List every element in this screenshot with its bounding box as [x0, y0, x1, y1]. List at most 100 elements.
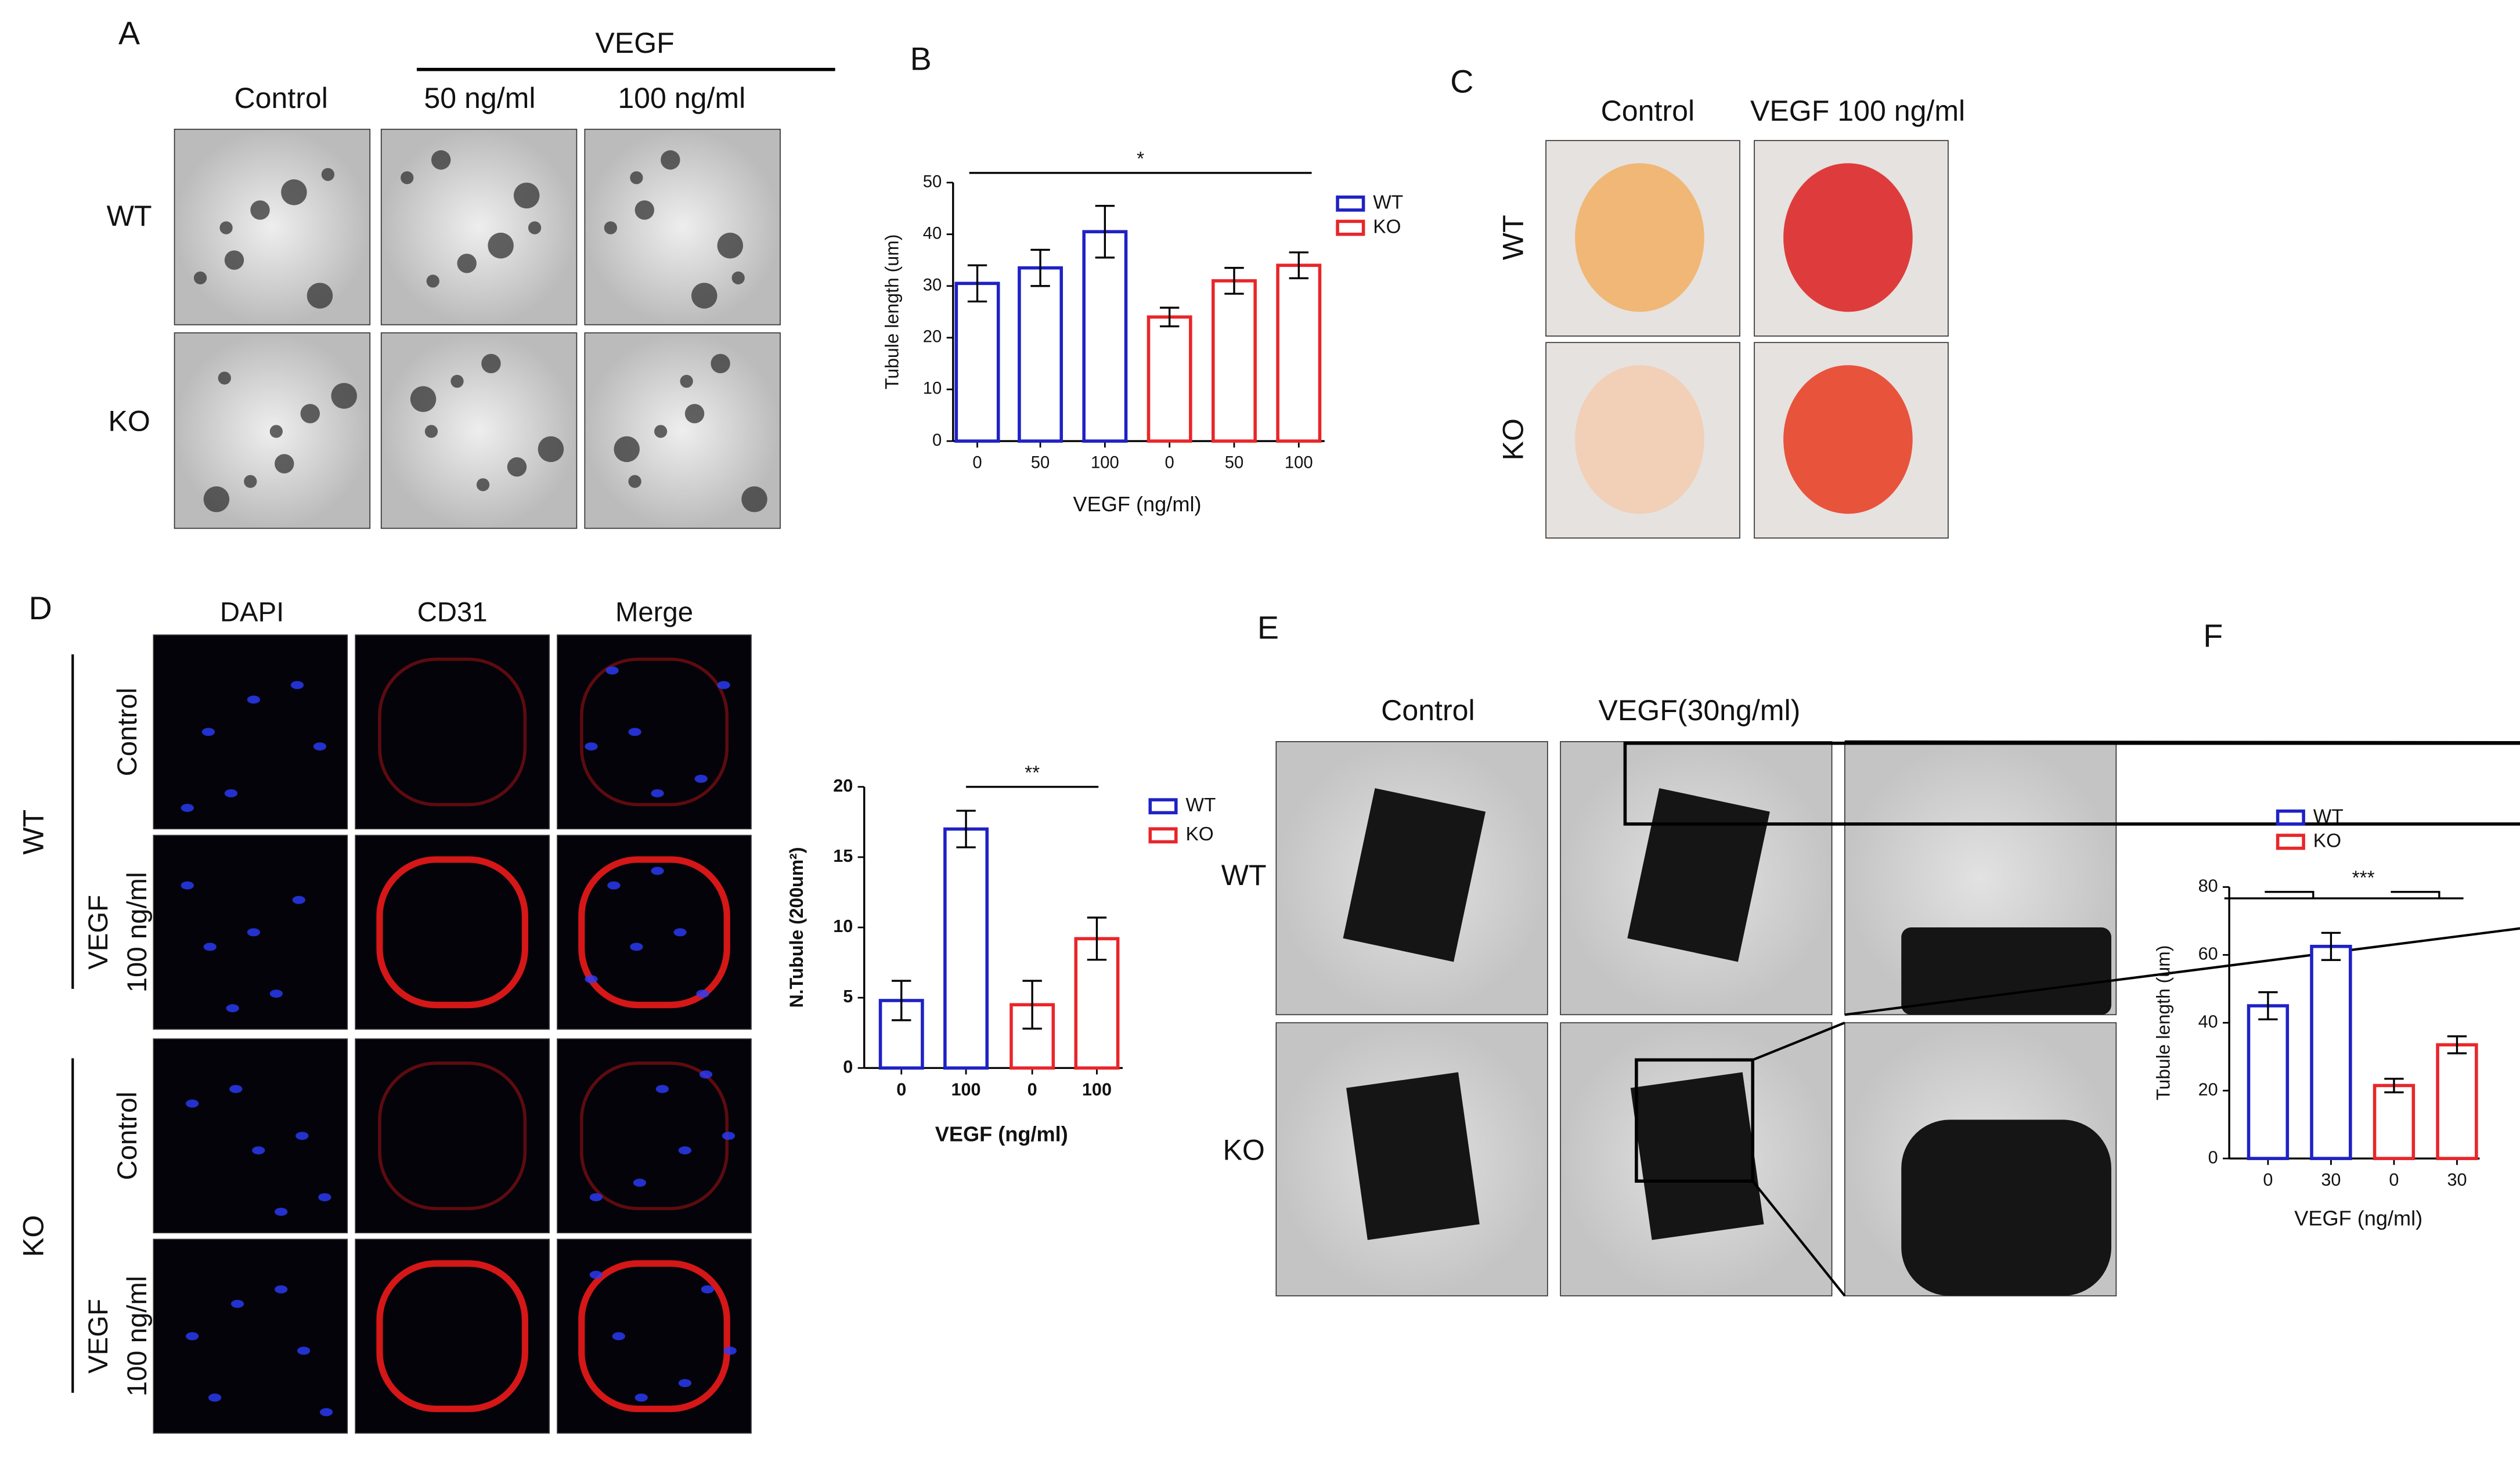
nucleus: [694, 774, 708, 783]
y-tick-label: 50: [923, 172, 942, 191]
legend-swatch: [1336, 195, 1365, 212]
cell-cluster: [528, 221, 542, 234]
legend-label: KO: [1185, 824, 1213, 845]
cell-cluster: [331, 382, 357, 409]
nucleus: [230, 1299, 244, 1308]
cd31-signal: [579, 658, 729, 807]
fluorescence: [355, 1238, 550, 1434]
cell-cluster: [741, 486, 767, 512]
micrograph: [174, 128, 371, 326]
fluorescence: [557, 1038, 752, 1234]
nucleus: [651, 789, 664, 797]
y-axis-label: Tubule length (um): [881, 234, 902, 389]
bar: [1276, 263, 1322, 443]
cell-cluster: [410, 386, 437, 412]
explant: [1630, 1072, 1764, 1240]
label: Control: [112, 1092, 143, 1180]
x-tick-label: 30: [2321, 1170, 2341, 1190]
nucleus: [696, 989, 709, 998]
x-axis-label: VEGF (ng/ml): [1073, 492, 1202, 516]
nucleus: [628, 728, 641, 736]
nucleus: [313, 742, 327, 751]
fluorescence: [153, 1038, 348, 1234]
x-axis-label: VEGF (ng/ml): [935, 1122, 1068, 1146]
cell-cluster: [654, 425, 668, 438]
cell-cluster: [431, 150, 451, 170]
y-axis-label: Tubule length (um): [2153, 945, 2173, 1100]
y-tick-label: 40: [923, 224, 942, 243]
nucleus: [252, 1146, 265, 1155]
nucleus: [203, 942, 217, 951]
y-tick-label: 20: [923, 328, 942, 346]
label: E: [1257, 609, 1279, 645]
cell-cluster: [224, 250, 244, 270]
label: KO: [1223, 1133, 1264, 1166]
cell-cluster: [634, 200, 654, 220]
label: DAPI: [220, 597, 284, 627]
y-tick-label: 60: [2198, 944, 2218, 963]
tissue: [1575, 365, 1704, 514]
cell-cluster: [628, 475, 641, 488]
zoom-line: [1751, 1180, 1846, 1297]
cell-cluster: [476, 478, 490, 492]
label: C: [1450, 63, 1473, 99]
label: Merge: [615, 597, 693, 627]
cell-cluster: [731, 271, 745, 284]
bar: [2436, 1043, 2478, 1160]
x-tick-label: 0: [1165, 454, 1174, 472]
nucleus: [723, 1346, 737, 1355]
significance: **: [1025, 762, 1040, 783]
legend-swatch: [1148, 798, 1178, 815]
fluorescence: [153, 1238, 348, 1434]
nucleus: [292, 895, 305, 904]
cell-cluster: [300, 404, 320, 424]
micrograph: [584, 128, 781, 326]
y-tick-label: 0: [2208, 1147, 2218, 1167]
label: Control: [1381, 694, 1474, 727]
legend-label: WT: [2313, 806, 2344, 828]
bar: [1212, 279, 1257, 443]
tissue: [1783, 163, 1913, 312]
nucleus: [247, 695, 261, 704]
bar: [1018, 266, 1063, 443]
label: F: [2203, 617, 2223, 653]
label: B: [910, 41, 932, 77]
label: 100 ng/ml: [122, 1276, 153, 1397]
label: VEGF: [83, 1299, 114, 1374]
nucleus: [651, 866, 664, 875]
bar: [2247, 1004, 2290, 1160]
cd31-signal: [578, 1260, 730, 1413]
nucleus: [634, 1393, 648, 1402]
label: 100 ng/ml: [618, 82, 745, 114]
y-tick-label: 30: [923, 276, 942, 294]
nucleus: [717, 681, 730, 689]
cell-cluster: [614, 436, 640, 463]
nucleus: [297, 1346, 311, 1355]
label: KO: [17, 1215, 49, 1257]
cd31-signal: [578, 856, 730, 1009]
significance: *: [1137, 148, 1144, 169]
label: Control: [234, 82, 327, 114]
fluorescence: [557, 835, 752, 1030]
cell-cluster: [250, 200, 270, 220]
x-tick-label: 50: [1031, 454, 1050, 472]
nucleus: [247, 928, 261, 937]
x-tick-label: 0: [2263, 1170, 2273, 1190]
cd31-signal: [378, 658, 527, 807]
cell-cluster: [661, 150, 680, 170]
nucleus: [201, 728, 215, 736]
nucleus: [612, 1332, 625, 1341]
zoom-box: [1635, 1058, 1755, 1183]
bar: [1082, 230, 1128, 443]
legend-label: WT: [1185, 794, 1216, 816]
tissue: [1783, 365, 1913, 514]
micrograph: [380, 332, 578, 529]
nucleus: [229, 1085, 243, 1093]
x-tick-label: 0: [1028, 1079, 1037, 1099]
x-tick-label: 50: [1225, 454, 1244, 472]
tissue: [1575, 163, 1704, 312]
cell-cluster: [269, 425, 283, 438]
nucleus: [585, 975, 598, 984]
cd31-signal: [376, 1260, 528, 1413]
x-tick-label: 100: [1082, 1079, 1112, 1099]
